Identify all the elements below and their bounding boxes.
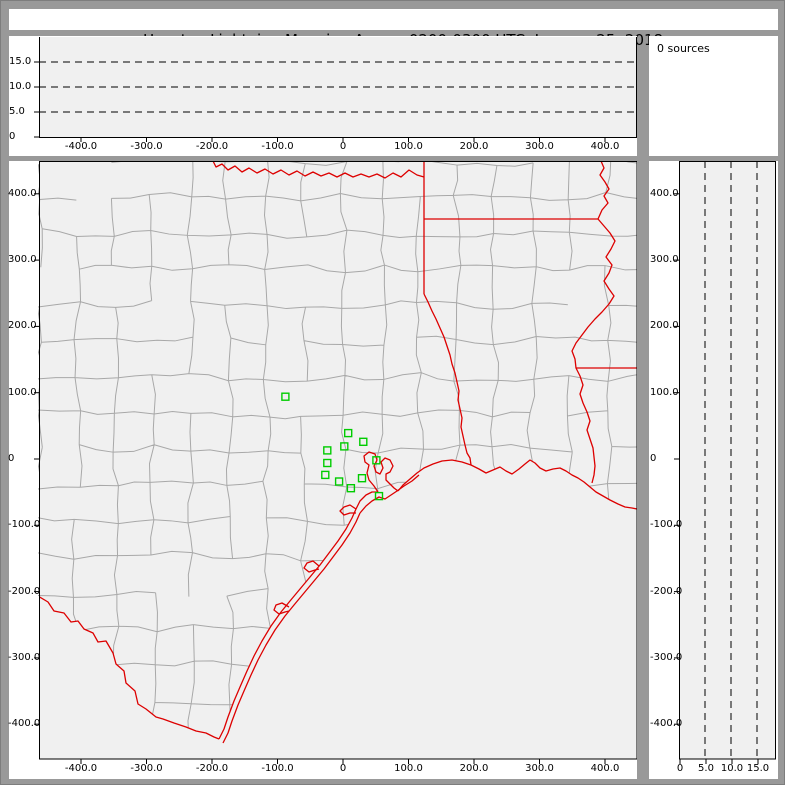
state-borders-and-coastline xyxy=(39,161,637,744)
lma-station-marker xyxy=(346,484,356,493)
lma-station-marker xyxy=(372,456,381,465)
lma-station-marker xyxy=(334,477,344,486)
lma-station-marker xyxy=(357,474,367,483)
altitude-ew-plot xyxy=(34,37,637,142)
san-antonio-bay xyxy=(303,560,320,573)
altitude-ns-plot xyxy=(674,161,776,764)
map-plot xyxy=(34,161,637,764)
lma-station-marker xyxy=(323,446,332,455)
red-river xyxy=(212,161,425,179)
sources-count-label: 0 sources xyxy=(657,42,710,55)
matagorda-bay xyxy=(339,504,357,516)
lma-station-marker xyxy=(281,392,290,401)
sources-count-panel xyxy=(649,36,778,156)
corpus-christi-bay xyxy=(273,602,290,615)
lma-station-marker xyxy=(321,470,330,480)
mississippi-river xyxy=(571,161,616,484)
lma-station-marker xyxy=(323,458,332,468)
rio-grande xyxy=(39,595,220,740)
title-bar: Houston Lightning Mapping Array 0200-030… xyxy=(9,9,778,49)
coast-tx xyxy=(218,491,378,740)
lma-station-marker xyxy=(374,491,384,501)
sabine-border xyxy=(423,293,472,466)
barrier-island-n xyxy=(359,474,420,514)
barrier-island-s xyxy=(222,512,361,744)
lma-station-marker xyxy=(340,442,349,451)
lma-station-marker xyxy=(344,428,353,438)
galveston-bay xyxy=(363,451,399,493)
coast-la xyxy=(397,459,637,510)
lma-station-marker xyxy=(359,437,368,446)
